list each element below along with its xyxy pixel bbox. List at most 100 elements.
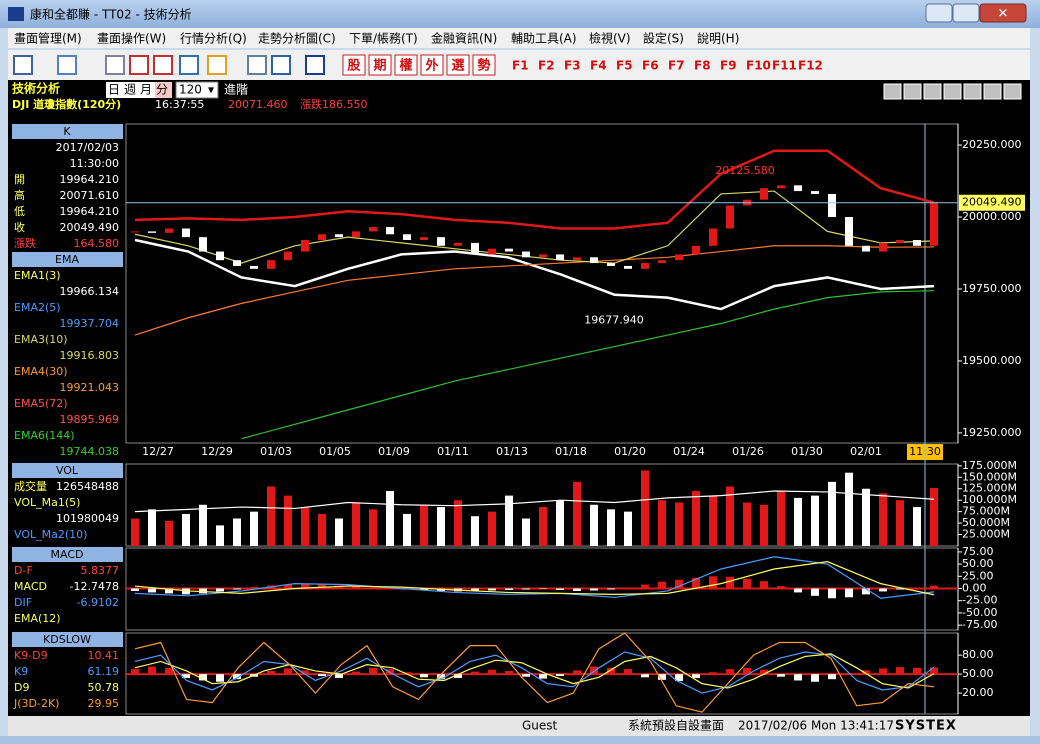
extreme-label: 19677.940 <box>584 314 644 327</box>
menu-item[interactable]: 設定(S) <box>643 31 684 46</box>
candle <box>420 237 428 241</box>
chart-tool[interactable] <box>983 83 1002 100</box>
toolbar-icon[interactable] <box>207 55 227 75</box>
toolbar <box>8 50 1030 80</box>
minimize-button[interactable] <box>925 3 953 23</box>
chart-tool[interactable] <box>1003 83 1022 100</box>
histogram-bar <box>777 586 785 589</box>
candle <box>488 248 496 255</box>
function-key[interactable]: F7 <box>668 59 685 73</box>
menu-item[interactable]: 金融資訊(N) <box>431 31 497 46</box>
function-key[interactable]: F11 <box>772 59 797 73</box>
row-label: 漲跌 <box>14 236 36 250</box>
function-key[interactable]: F12 <box>798 59 823 73</box>
row-label: 低 <box>14 205 25 218</box>
histogram-bar <box>641 674 649 678</box>
function-key[interactable]: F10 <box>746 59 771 73</box>
histogram-bar <box>794 674 802 681</box>
menu-item[interactable]: 說明(H) <box>697 31 739 46</box>
menu-item[interactable]: 輔助工具(A) <box>511 32 577 46</box>
histogram-bar <box>760 669 768 675</box>
indicator-line <box>134 653 935 689</box>
quote-button[interactable] <box>394 54 418 76</box>
y-tick-label: 50.00 <box>962 557 994 570</box>
toolbar-icon[interactable] <box>129 55 149 75</box>
histogram-bar <box>318 674 326 677</box>
menu-item[interactable]: 檢視(V) <box>589 31 631 46</box>
toolbar-icon[interactable] <box>105 55 125 75</box>
toolbar-icon[interactable] <box>247 55 267 75</box>
close-button[interactable] <box>979 3 1027 23</box>
menu-item[interactable]: 走勢分析圖(C) <box>258 31 336 46</box>
function-key[interactable]: F6 <box>642 59 659 73</box>
quote-button[interactable] <box>472 54 496 76</box>
toolbar-icon[interactable] <box>153 55 173 75</box>
period-option[interactable]: 月 <box>140 83 152 97</box>
menu-item[interactable]: 畫面操作(W) <box>97 31 166 46</box>
toolbar-icon[interactable] <box>305 55 325 75</box>
function-key[interactable]: F4 <box>590 59 607 73</box>
maximize-button[interactable] <box>952 3 980 23</box>
candle <box>403 234 411 241</box>
menu-item[interactable]: 行情分析(Q) <box>180 32 247 46</box>
menu-item[interactable]: 下單/帳務(T) <box>349 32 418 46</box>
row-label: EMA2(5) <box>14 301 61 314</box>
candle <box>658 260 666 264</box>
menu-item[interactable]: 畫面管理(M) <box>14 31 82 46</box>
histogram-bar <box>692 674 700 678</box>
period-option[interactable]: 日 <box>108 83 120 97</box>
x-tick-label: 01/09 <box>378 445 410 458</box>
volume-bar <box>267 486 275 546</box>
histogram-bar <box>148 666 156 675</box>
period-option[interactable]: 分 <box>156 83 168 97</box>
volume-bar <box>165 520 173 546</box>
taskbar <box>0 736 1040 744</box>
chart-tool[interactable] <box>903 83 922 100</box>
candle <box>199 237 207 252</box>
volume-bar <box>437 507 445 546</box>
function-key[interactable]: F9 <box>720 59 737 73</box>
period-option[interactable]: 週 <box>124 83 136 97</box>
count-selector[interactable] <box>175 81 219 99</box>
y-tick-label: 20.00 <box>962 686 994 699</box>
candle <box>454 242 462 246</box>
toolbar-icon[interactable] <box>271 55 291 75</box>
histogram-bar <box>488 669 496 675</box>
quote-button[interactable] <box>446 54 470 76</box>
chart-tool[interactable] <box>943 83 962 100</box>
chart-tool[interactable] <box>883 83 902 100</box>
function-key[interactable]: F3 <box>564 59 581 73</box>
volume-bar <box>794 497 802 546</box>
advanced-button[interactable]: 進階 <box>224 82 248 97</box>
quote-button[interactable] <box>342 54 366 76</box>
histogram-bar <box>590 588 598 591</box>
chart-tool[interactable] <box>963 83 982 100</box>
volume-bar <box>913 507 921 546</box>
toolbar-icon[interactable] <box>57 55 77 75</box>
volume-bar <box>454 500 462 546</box>
histogram-bar <box>641 584 649 589</box>
histogram-bar <box>318 584 326 589</box>
function-key[interactable]: F8 <box>694 59 711 73</box>
histogram-bar <box>794 588 802 593</box>
quote-button[interactable] <box>420 54 444 76</box>
function-key[interactable]: F5 <box>616 59 633 73</box>
function-key[interactable]: F2 <box>538 59 555 73</box>
section-header <box>12 252 123 267</box>
toolbar-icon[interactable] <box>179 55 199 75</box>
histogram-bar <box>165 588 173 594</box>
function-key[interactable]: F1 <box>512 59 529 73</box>
y-tick-label: 80.00 <box>962 648 994 661</box>
x-tick-label: 01/24 <box>673 445 705 458</box>
candle <box>896 240 904 243</box>
quote-button[interactable] <box>368 54 392 76</box>
chart-tool[interactable] <box>923 83 942 100</box>
candle <box>131 231 139 233</box>
candle <box>726 205 734 229</box>
candle <box>284 251 292 261</box>
histogram-bar <box>879 588 887 592</box>
toolbar-icon[interactable] <box>13 55 33 75</box>
histogram-bar <box>233 674 241 680</box>
row-label: EMA5(72) <box>14 397 68 410</box>
panel-title: 技術分析 <box>12 81 60 96</box>
